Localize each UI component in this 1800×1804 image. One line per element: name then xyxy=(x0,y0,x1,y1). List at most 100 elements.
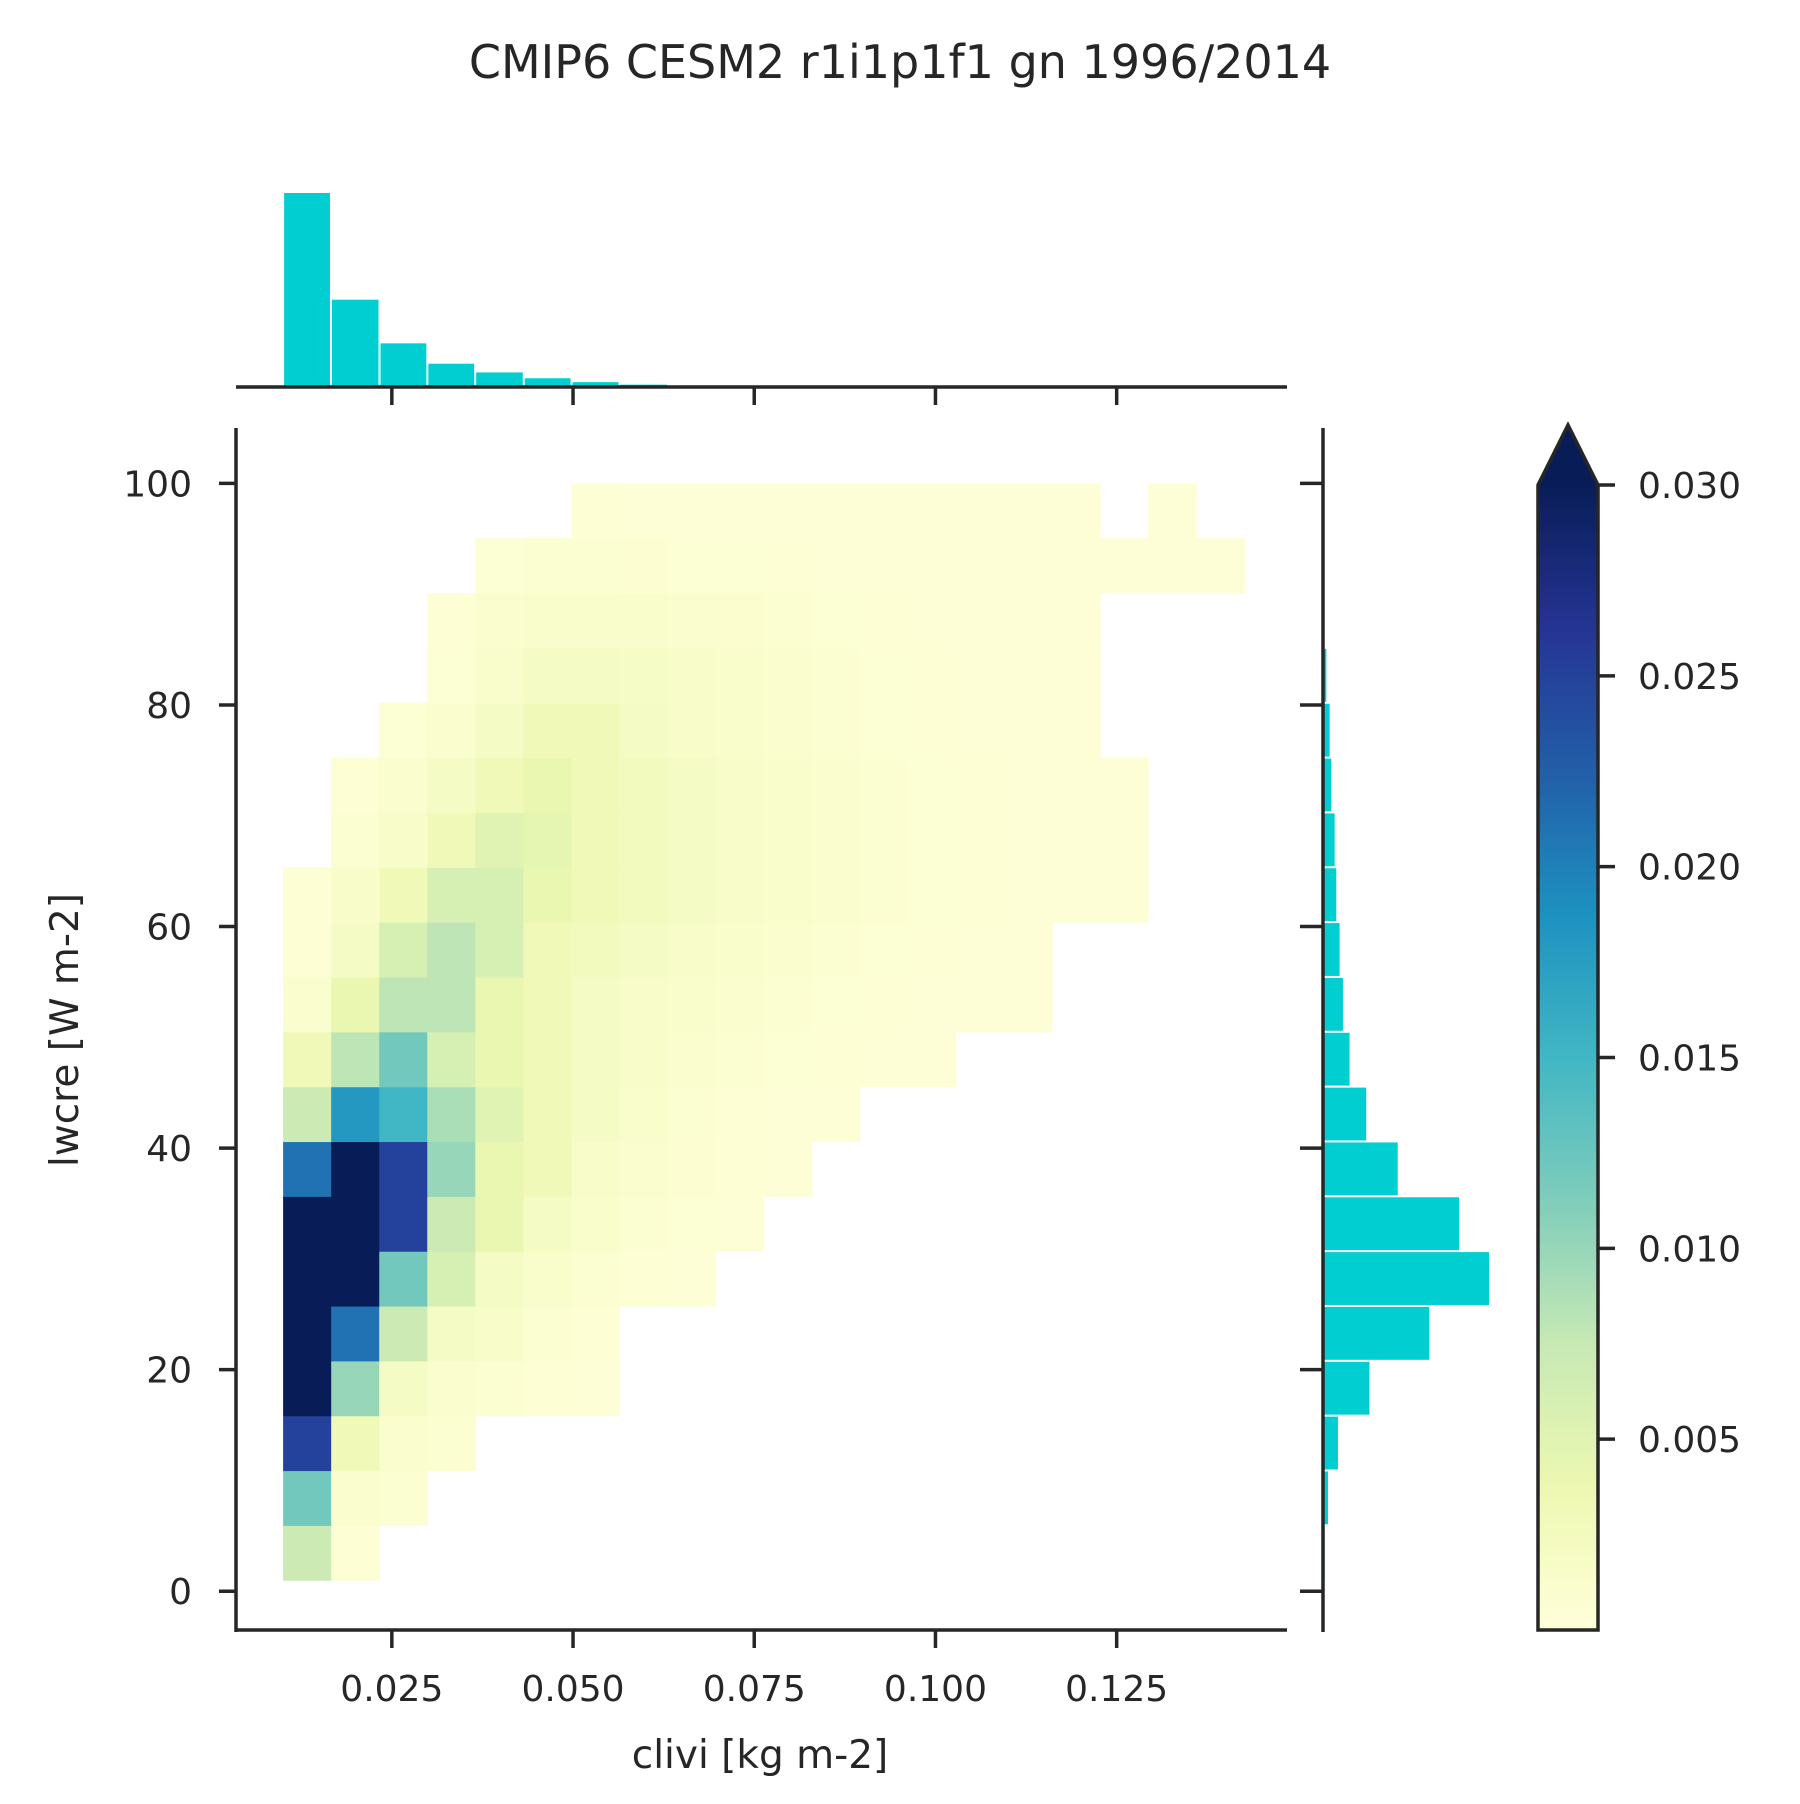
heatmap-cell xyxy=(571,1087,620,1142)
heatmap-cell xyxy=(668,867,717,922)
heatmap-cell xyxy=(283,1087,332,1142)
colorbar-gradient xyxy=(1538,485,1598,1630)
heatmap-cell xyxy=(908,703,957,758)
heatmap-cell xyxy=(620,703,669,758)
heatmap-cell xyxy=(331,1032,380,1087)
y-tick-label: 60 xyxy=(146,908,192,949)
heatmap-cell xyxy=(956,703,1005,758)
heatmap-cell xyxy=(523,867,572,922)
heatmap-cell xyxy=(427,1361,476,1416)
heatmap-cell xyxy=(716,648,765,703)
heatmap-cell xyxy=(1100,812,1149,867)
heatmap-cell xyxy=(331,922,380,977)
heatmap-cell xyxy=(812,867,861,922)
heatmap-cell xyxy=(427,648,476,703)
heatmap-cell xyxy=(331,1470,380,1525)
heatmap-cell xyxy=(571,1032,620,1087)
heatmap-cell xyxy=(331,1196,380,1251)
heatmap-cell xyxy=(523,1361,572,1416)
heatmap-cell xyxy=(427,1251,476,1306)
heatmap-cell xyxy=(764,758,813,813)
heatmap-cell xyxy=(860,812,909,867)
heatmap-cell xyxy=(475,1032,524,1087)
heatmap-cell xyxy=(668,703,717,758)
heatmap-cell xyxy=(812,812,861,867)
heatmap-cell xyxy=(716,1141,765,1196)
heatmap-cell xyxy=(1004,812,1053,867)
heatmap-cell xyxy=(523,1141,572,1196)
heatmap-cell xyxy=(379,1251,428,1306)
heatmap-cell xyxy=(908,1032,957,1087)
heatmap-cell xyxy=(668,977,717,1032)
heatmap-cell xyxy=(523,1306,572,1361)
heatmap-cell xyxy=(620,867,669,922)
heatmap-cell xyxy=(379,1470,428,1525)
heatmap-cell xyxy=(283,1525,332,1580)
heatmap-cell xyxy=(620,1196,669,1251)
y-marginal-bar xyxy=(1323,1252,1489,1305)
heatmap-cell xyxy=(427,1306,476,1361)
heatmap-cell xyxy=(620,538,669,593)
heatmap-cell xyxy=(427,867,476,922)
heatmap-cell xyxy=(475,538,524,593)
heatmap-cell xyxy=(956,483,1005,538)
heatmap-cell xyxy=(571,1306,620,1361)
heatmap-cell xyxy=(571,758,620,813)
heatmap-cell xyxy=(379,1196,428,1251)
y-axis-label: lwcre [W m-2] xyxy=(43,893,88,1167)
heatmap-cell xyxy=(668,758,717,813)
x-axis-label: clivi [kg m-2] xyxy=(632,1733,888,1778)
heatmap-cell xyxy=(956,758,1005,813)
x-marginal-bar xyxy=(428,364,474,387)
heatmap-cell xyxy=(716,1032,765,1087)
heatmap-cell xyxy=(283,1032,332,1087)
colorbar-tick-label: 0.015 xyxy=(1638,1039,1741,1080)
heatmap-cell xyxy=(475,812,524,867)
heatmap-cell xyxy=(764,538,813,593)
heatmap-cell xyxy=(860,593,909,648)
y-tick-label: 100 xyxy=(123,464,192,505)
heatmap-cell xyxy=(860,1032,909,1087)
heatmap-cell xyxy=(427,593,476,648)
heatmap-cell xyxy=(860,703,909,758)
heatmap-cell xyxy=(571,1251,620,1306)
heatmap-cell xyxy=(475,1196,524,1251)
heatmap-cell xyxy=(908,758,957,813)
heatmap-cell xyxy=(620,758,669,813)
heatmap-cell xyxy=(571,812,620,867)
heatmap-cell xyxy=(331,1251,380,1306)
heatmap-cell xyxy=(716,977,765,1032)
heatmap-cell xyxy=(1004,648,1053,703)
heatmap-cell xyxy=(764,867,813,922)
heatmap-cell xyxy=(860,922,909,977)
heatmap-cell xyxy=(716,703,765,758)
heatmap-cells xyxy=(283,483,1245,1580)
heatmap-cell xyxy=(908,867,957,922)
y-marginal-bar xyxy=(1323,1033,1350,1086)
heatmap-cell xyxy=(812,977,861,1032)
heatmap-cell xyxy=(427,922,476,977)
heatmap-cell xyxy=(1004,977,1053,1032)
heatmap-cell xyxy=(812,922,861,977)
heatmap-cell xyxy=(716,1087,765,1142)
heatmap-cell xyxy=(812,648,861,703)
heatmap-cell xyxy=(956,648,1005,703)
colorbar-tick-label: 0.010 xyxy=(1638,1229,1741,1270)
heatmap-cell xyxy=(1052,648,1101,703)
heatmap-cell xyxy=(1100,867,1149,922)
heatmap-cell xyxy=(620,593,669,648)
heatmap-cell xyxy=(1004,867,1053,922)
x-tick-label: 0.125 xyxy=(1065,1669,1168,1710)
heatmap-cell xyxy=(427,1032,476,1087)
heatmap-cell xyxy=(1052,867,1101,922)
heatmap-cell xyxy=(379,1087,428,1142)
heatmap-cell xyxy=(716,593,765,648)
heatmap-cell xyxy=(812,593,861,648)
heatmap-cell xyxy=(764,1087,813,1142)
heatmap-cell xyxy=(668,1196,717,1251)
heatmap-cell xyxy=(283,1196,332,1251)
heatmap-cell xyxy=(1100,758,1149,813)
